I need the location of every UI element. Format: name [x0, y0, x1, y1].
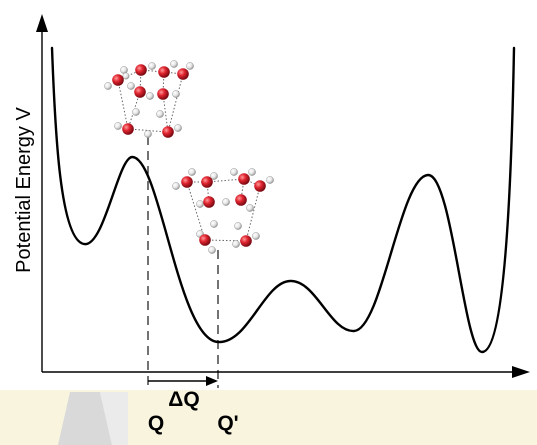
bottom-decoration	[0, 390, 537, 445]
y-axis-arrow-icon	[36, 14, 48, 32]
water-cluster-top	[104, 60, 194, 138]
y-axis-label: Potential Energy V	[13, 107, 35, 273]
axes	[36, 14, 530, 378]
x-axis-arrow-icon	[512, 366, 530, 378]
delta-q-label: ΔQ	[168, 388, 199, 411]
q-label: Q	[148, 412, 164, 435]
delta-q-arrow	[148, 376, 218, 386]
q-prime-label: Q'	[217, 412, 238, 435]
water-cluster-middle	[172, 168, 274, 254]
potential-energy-curve	[50, 46, 516, 354]
